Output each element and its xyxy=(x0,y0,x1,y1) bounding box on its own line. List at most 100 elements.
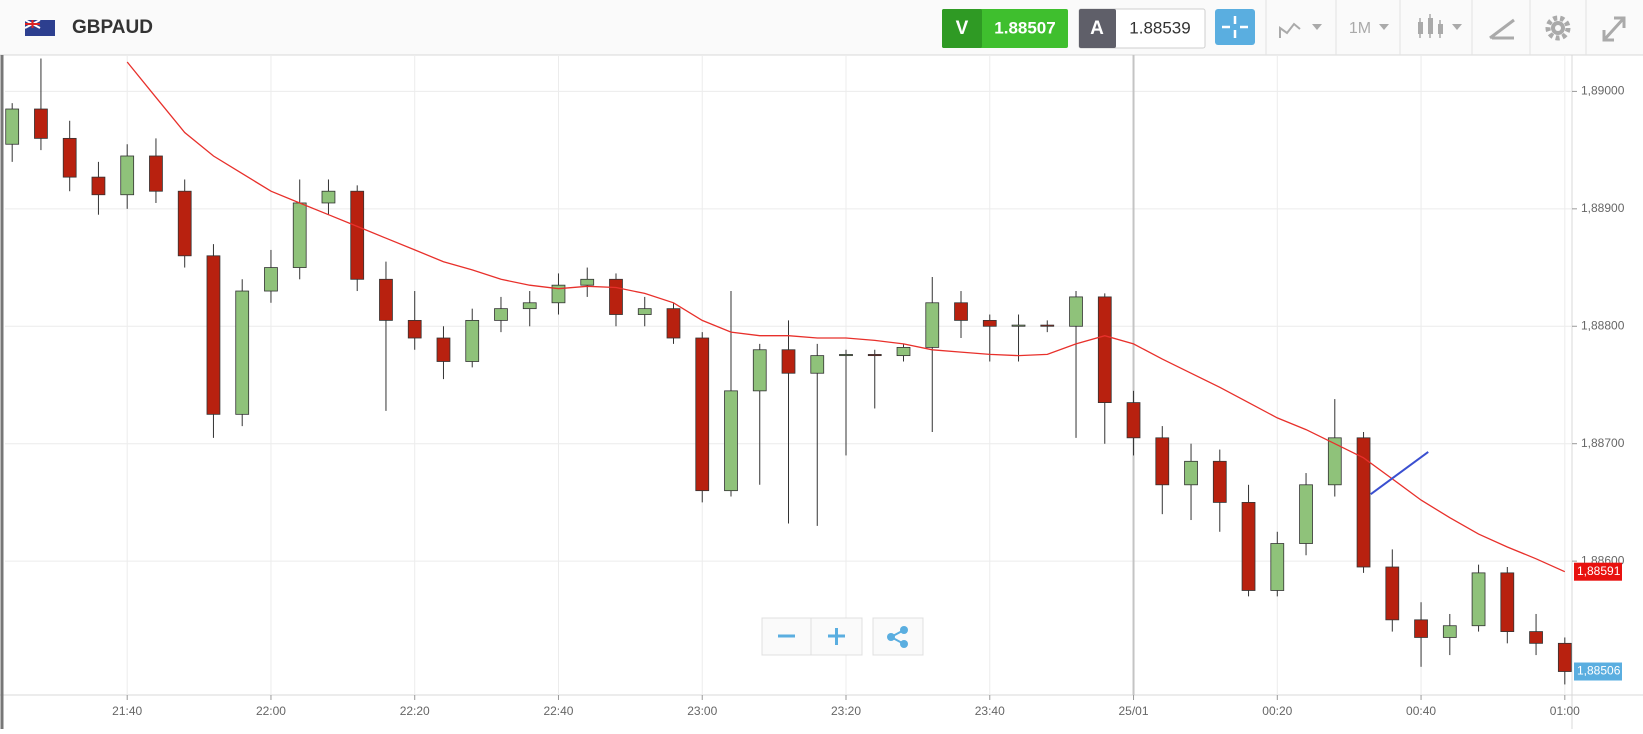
y-tick-label: 1,88900 xyxy=(1581,201,1625,215)
candle-body xyxy=(1011,324,1026,327)
candle-body xyxy=(695,337,710,492)
candle-body xyxy=(120,155,135,196)
x-tick-label: 01:00 xyxy=(1550,704,1580,718)
buy-label: A xyxy=(1090,18,1104,39)
candle-body xyxy=(321,190,336,204)
y-tick-label: 1,89000 xyxy=(1581,84,1625,98)
candle-body xyxy=(637,308,652,315)
x-tick-label: 22:00 xyxy=(256,704,286,718)
x-tick-label: 23:40 xyxy=(975,704,1005,718)
candle-body xyxy=(609,278,623,315)
crosshair-button[interactable] xyxy=(1215,9,1255,45)
candle-body xyxy=(867,354,882,357)
buy-button[interactable]: A 1.88539 xyxy=(1078,8,1206,49)
candle-body xyxy=(1500,572,1515,632)
candle-body xyxy=(494,308,508,321)
candle-body xyxy=(1241,502,1256,591)
share-button[interactable] xyxy=(872,617,924,656)
candle-body xyxy=(1270,543,1285,591)
candle-body xyxy=(1442,625,1457,638)
x-tick-label: 00:20 xyxy=(1262,704,1292,718)
chart-type-button[interactable] xyxy=(1418,14,1462,38)
draw-button[interactable] xyxy=(1489,18,1515,40)
candle-body xyxy=(264,267,278,292)
candle-body xyxy=(206,255,221,415)
candle-body xyxy=(436,337,451,362)
candle-body xyxy=(1414,619,1428,638)
moving-average-line xyxy=(126,61,1566,573)
x-tick-label: 00:40 xyxy=(1406,704,1436,718)
zoom-in-button[interactable] xyxy=(810,617,863,656)
candle-body xyxy=(1385,566,1400,621)
price-tag-label: 1,88591 xyxy=(1577,564,1621,578)
candle-body xyxy=(1356,437,1371,568)
sell-price: 1.88507 xyxy=(994,18,1055,37)
candle-body xyxy=(292,202,307,268)
candle-body xyxy=(1069,296,1083,327)
sell-button[interactable]: V 1.88507 xyxy=(942,9,1068,48)
candle-body xyxy=(666,308,681,339)
x-tick-label: 23:00 xyxy=(687,704,717,718)
symbol: GBPAUD xyxy=(72,17,153,38)
candle-body xyxy=(752,349,767,392)
candle-body xyxy=(896,347,911,357)
candle-body xyxy=(1097,296,1112,403)
x-tick-label: 25/01 xyxy=(1119,704,1149,718)
x-tick-label: 22:40 xyxy=(543,704,573,718)
candle-body xyxy=(34,108,48,139)
candle-body xyxy=(1471,572,1486,627)
indicators-button[interactable] xyxy=(1279,22,1322,38)
candle-body xyxy=(1299,484,1313,544)
candle-body xyxy=(5,108,20,145)
settings-button[interactable] xyxy=(1545,15,1571,41)
price-tag xyxy=(1574,662,1622,681)
y-tick-label: 1,88800 xyxy=(1581,318,1625,332)
candle-body xyxy=(925,302,940,348)
candle-body xyxy=(1327,437,1342,486)
plot-area: 1,886001,887001,888001,889001,8900021:40… xyxy=(5,55,1625,718)
candle-body xyxy=(149,155,163,192)
x-tick-label: 21:40 xyxy=(112,704,142,718)
candle-body xyxy=(235,290,250,415)
toolbar xyxy=(0,0,1643,55)
candle-body xyxy=(1212,460,1227,503)
candle-body xyxy=(1040,324,1055,327)
candle-body xyxy=(1126,402,1141,439)
candle-body xyxy=(1529,631,1543,644)
candle-body xyxy=(1557,642,1572,672)
timeframe-button[interactable]: 1M xyxy=(1349,20,1389,37)
price-tag xyxy=(1574,562,1622,581)
candle-body xyxy=(350,190,365,280)
y-tick-label: 1,88700 xyxy=(1581,436,1625,450)
candle-body xyxy=(91,176,106,196)
candle-body xyxy=(407,319,422,339)
candle-body xyxy=(982,319,997,327)
toolbar-separators xyxy=(1265,0,1587,55)
price-tag-label: 1,88506 xyxy=(1577,664,1621,678)
candle-body xyxy=(177,190,192,257)
fullscreen-button[interactable] xyxy=(1602,16,1626,42)
buy-price: 1.88539 xyxy=(1129,18,1190,37)
flag xyxy=(24,19,55,36)
sell-label: V xyxy=(956,18,969,39)
x-tick-label: 23:20 xyxy=(831,704,861,718)
candle-body xyxy=(810,355,825,374)
candle-body xyxy=(522,302,537,310)
zoom-out-button[interactable] xyxy=(761,617,812,656)
candle-body xyxy=(551,284,566,304)
candle-body xyxy=(1155,437,1170,486)
x-tick-label: 22:20 xyxy=(400,704,430,718)
candle-body xyxy=(62,137,77,178)
timeframe: 1M xyxy=(1349,20,1371,37)
candle-body xyxy=(379,278,393,321)
candle-body xyxy=(465,319,480,362)
candle-body xyxy=(781,349,796,374)
candle-body xyxy=(839,354,853,357)
trendline xyxy=(1370,451,1429,495)
candle-body xyxy=(580,278,595,286)
candle-body xyxy=(724,390,738,492)
candle-body xyxy=(954,302,968,321)
candle-body xyxy=(1184,460,1198,486)
